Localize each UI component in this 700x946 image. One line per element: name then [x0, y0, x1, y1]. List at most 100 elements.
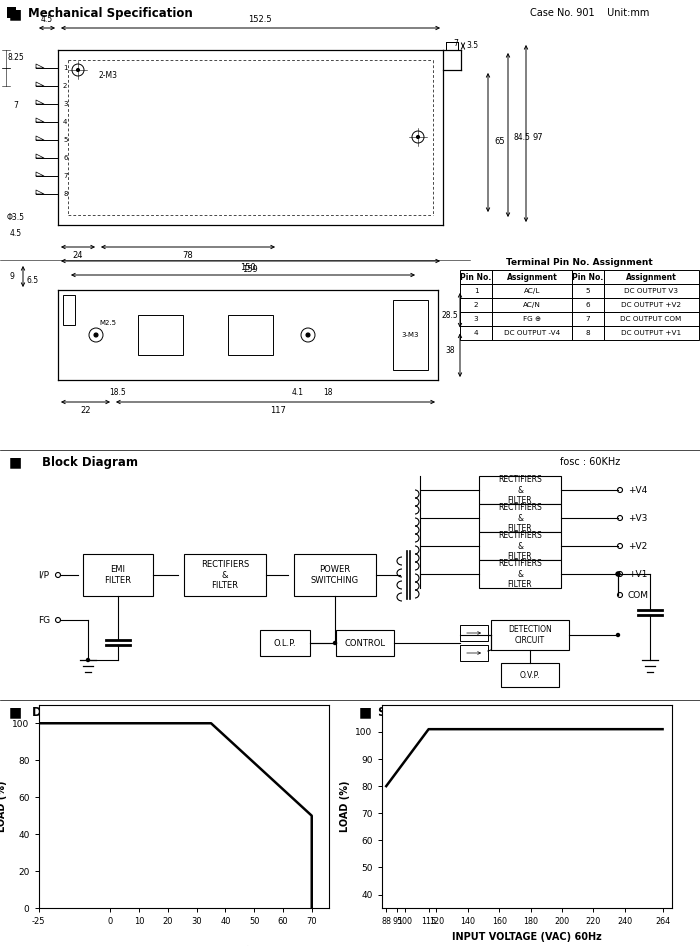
Bar [460, 312, 492, 326]
Circle shape [617, 572, 620, 575]
Text: 22: 22 [80, 406, 91, 414]
Bar [572, 270, 604, 284]
Text: FG ⊕: FG ⊕ [523, 316, 541, 322]
Text: Assignment: Assignment [507, 272, 557, 282]
Text: +V1: +V1 [628, 569, 648, 579]
Text: Mechanical Specification: Mechanical Specification [27, 7, 193, 20]
Bar [479, 532, 561, 560]
Bar [479, 476, 561, 504]
Text: 97: 97 [533, 132, 543, 142]
Bar [572, 298, 604, 312]
Text: DETECTION
CIRCUIT: DETECTION CIRCUIT [508, 625, 552, 645]
Text: 9: 9 [10, 272, 15, 281]
Text: 28.5: 28.5 [442, 310, 458, 320]
Text: 7: 7 [13, 100, 18, 110]
Text: 117: 117 [270, 406, 286, 414]
Text: 4: 4 [474, 330, 478, 336]
Text: ■: ■ [9, 455, 22, 469]
Bar [184, 554, 266, 596]
Text: FG: FG [38, 616, 50, 624]
Text: 2: 2 [63, 83, 67, 89]
Text: 7: 7 [454, 40, 458, 48]
Bar [572, 326, 604, 340]
Text: AC/N: AC/N [523, 302, 541, 308]
Bar [83, 554, 153, 596]
Text: DC OUTPUT V3: DC OUTPUT V3 [624, 288, 678, 294]
Bar [572, 284, 604, 298]
Text: EMI
FILTER: EMI FILTER [104, 566, 132, 585]
Text: AC/L: AC/L [524, 288, 540, 294]
Bar [460, 284, 492, 298]
Text: 4.5: 4.5 [10, 229, 22, 237]
Bar [479, 560, 561, 588]
Text: 7: 7 [63, 173, 67, 179]
Text: I/P: I/P [38, 570, 49, 580]
Text: 3: 3 [63, 101, 67, 107]
Bar [336, 630, 394, 656]
Text: +V4: +V4 [628, 485, 648, 495]
Bar [492, 312, 572, 326]
X-axis label: INPUT VOLTAGE (VAC) 60Hz: INPUT VOLTAGE (VAC) 60Hz [452, 932, 601, 942]
Text: Φ3.5: Φ3.5 [7, 213, 25, 221]
Text: POWER
SWITCHING: POWER SWITCHING [311, 566, 359, 585]
Text: Terminal Pin No. Assignment: Terminal Pin No. Assignment [505, 257, 652, 267]
Text: 150: 150 [240, 262, 256, 272]
Text: RECTIFIERS
&
FILTER: RECTIFIERS & FILTER [498, 503, 542, 533]
Text: 2-M3: 2-M3 [99, 71, 118, 79]
Bar [7, 7, 16, 18]
Text: 84.5: 84.5 [514, 132, 531, 142]
Text: 24: 24 [73, 251, 83, 259]
Text: COM: COM [628, 590, 649, 600]
Text: 4.5: 4.5 [41, 15, 53, 25]
Circle shape [617, 634, 620, 637]
Text: 3: 3 [474, 316, 478, 322]
Text: Block Diagram: Block Diagram [42, 456, 138, 468]
Text: 8: 8 [63, 191, 67, 197]
Text: 1: 1 [474, 288, 478, 294]
Text: +V3: +V3 [628, 514, 648, 522]
Text: RECTIFIERS
&
FILTER: RECTIFIERS & FILTER [498, 531, 542, 561]
Text: 5: 5 [586, 288, 590, 294]
Bar [492, 326, 572, 340]
Circle shape [87, 658, 90, 661]
Text: 78: 78 [183, 251, 193, 259]
Text: RECTIFIERS
&
FILTER: RECTIFIERS & FILTER [498, 475, 542, 505]
Text: 5: 5 [63, 137, 67, 143]
Text: 7: 7 [586, 316, 590, 322]
Text: 152.5: 152.5 [248, 15, 272, 25]
Text: ■: ■ [9, 7, 22, 21]
Text: Pin No.: Pin No. [573, 272, 603, 282]
Text: O.L.P.: O.L.P. [274, 639, 296, 647]
Text: 65: 65 [495, 137, 505, 147]
Text: 8: 8 [586, 330, 590, 336]
Bar [604, 270, 699, 284]
Bar [604, 298, 699, 312]
Text: 159: 159 [242, 265, 258, 273]
Circle shape [76, 68, 80, 72]
Bar [460, 326, 492, 340]
Text: M2.5: M2.5 [99, 320, 116, 326]
Text: Pin No.: Pin No. [461, 272, 491, 282]
Text: 6: 6 [63, 155, 67, 161]
Y-axis label: LOAD (%): LOAD (%) [0, 780, 7, 832]
Text: 6.5: 6.5 [27, 275, 39, 285]
Text: DC OUTPUT +V2: DC OUTPUT +V2 [621, 302, 681, 308]
Circle shape [94, 333, 98, 337]
Text: CONTROL: CONTROL [344, 639, 386, 647]
Bar [460, 625, 488, 641]
Text: fosc : 60KHz: fosc : 60KHz [560, 457, 620, 467]
Text: 6: 6 [586, 302, 590, 308]
Bar [460, 645, 488, 661]
Text: ■: ■ [359, 705, 372, 719]
Bar [604, 284, 699, 298]
Bar [63, 295, 75, 325]
Bar [228, 315, 273, 355]
Bar [501, 663, 559, 687]
Bar [294, 554, 376, 596]
Bar [393, 300, 428, 370]
Text: 4: 4 [63, 119, 67, 125]
Text: +V2: +V2 [628, 541, 648, 551]
Bar [260, 630, 310, 656]
Text: 4.1: 4.1 [292, 388, 304, 396]
Text: Case No. 901    Unit:mm: Case No. 901 Unit:mm [531, 8, 650, 18]
